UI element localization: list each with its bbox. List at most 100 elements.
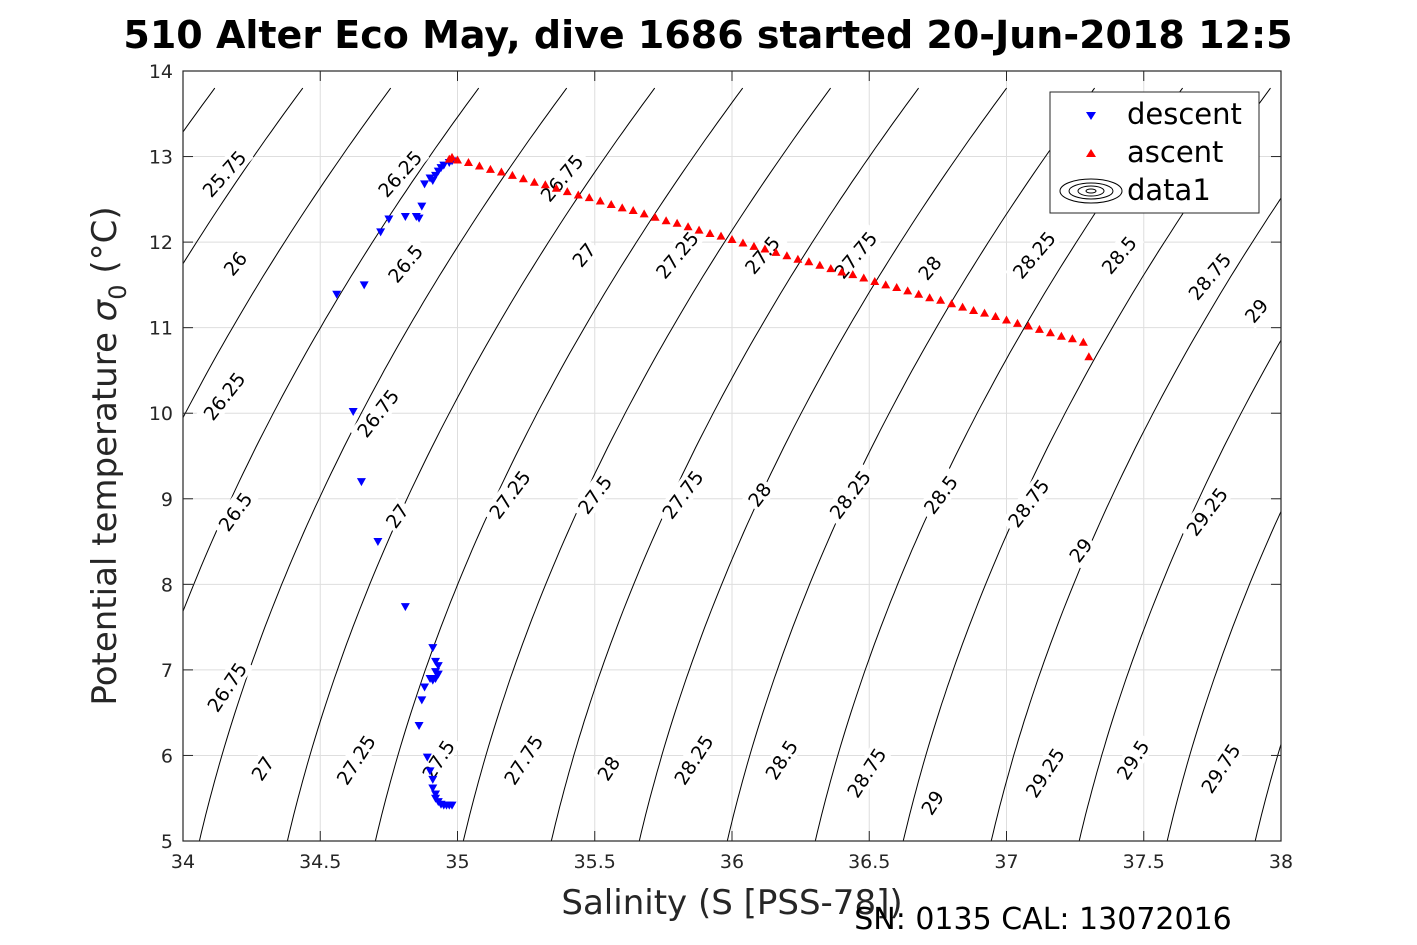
contour-label-bg — [1238, 292, 1275, 329]
isopycnal-line — [183, 87, 392, 419]
x-axis-label: Salinity (S [PSS-78]) — [561, 883, 902, 923]
ascent-point — [738, 238, 748, 247]
isopycnal-line — [1339, 88, 1417, 858]
isopycnal-line — [374, 87, 744, 841]
descent-point — [431, 790, 441, 799]
ascent-point — [914, 289, 924, 298]
descent-point — [422, 753, 432, 762]
ascent-point — [507, 170, 517, 179]
y-tick-label: 11 — [149, 318, 173, 340]
x-tick-label: 35.5 — [574, 851, 616, 873]
data-series — [332, 152, 1094, 810]
contour-label-bg — [532, 146, 591, 210]
legend-ascent-label: ascent — [1127, 135, 1223, 169]
descent-point — [356, 478, 366, 487]
ascent-point — [617, 203, 627, 212]
y-axis-label: Potential temperature σ0 (°C) — [85, 206, 132, 705]
x-tick-label: 34 — [171, 851, 195, 873]
contour-label-bg — [915, 784, 950, 821]
descent-point — [431, 657, 441, 666]
y-tick-label: 13 — [149, 147, 173, 169]
descent-point — [348, 408, 358, 417]
contour-label-bg — [1179, 479, 1235, 544]
contour-label-bg — [217, 245, 253, 282]
descent-point — [420, 180, 430, 189]
ascent-point — [969, 306, 979, 315]
ascent-point — [496, 167, 506, 176]
legend-descent-label: descent — [1127, 97, 1242, 131]
contour-label-bg — [195, 364, 253, 428]
ascent-point — [771, 247, 781, 256]
x-tick-label: 35 — [445, 851, 469, 873]
ascent-point — [1084, 352, 1094, 361]
descent-point — [433, 670, 443, 679]
y-axis-label-symbol: σ — [85, 298, 125, 321]
contour-label-bg — [194, 142, 254, 205]
ascent-point — [991, 312, 1001, 321]
contour-label-bg — [1180, 244, 1239, 308]
legend-box — [1049, 91, 1260, 214]
ascent-point — [947, 299, 957, 308]
ascent-point — [837, 267, 847, 276]
ascent-point — [716, 231, 726, 240]
contour-label-bg — [200, 654, 254, 720]
contour-label-bg — [1093, 227, 1145, 282]
contour-label-bg — [566, 236, 602, 274]
contour-label-bg — [349, 381, 407, 445]
y-tick-label: 12 — [149, 232, 173, 254]
ascent-point — [694, 225, 704, 234]
legend-contour-icon — [1059, 178, 1123, 204]
ascent-point — [793, 254, 803, 263]
contour-label-bg — [245, 750, 280, 787]
ascent-point — [980, 308, 990, 317]
x-tick-label: 34.5 — [299, 851, 341, 873]
legend-descent-marker — [1086, 112, 1096, 120]
ascent-point — [540, 180, 550, 189]
descent-point — [414, 214, 424, 223]
descent-point — [359, 281, 369, 290]
contour-label-bg — [741, 476, 778, 513]
ascent-point — [1078, 337, 1088, 346]
contour-label-bg — [822, 462, 878, 527]
isopycnal-line — [902, 87, 1271, 841]
ascent-point — [628, 205, 638, 214]
contour-label-bg — [329, 727, 383, 793]
contour-label-bg — [758, 731, 805, 788]
contour-label-bg — [916, 467, 966, 522]
contour-label-bg — [1005, 223, 1063, 287]
contour-label-bg — [911, 249, 948, 286]
contour-label-bg — [379, 497, 415, 535]
ascent-point — [826, 264, 836, 273]
descent-point — [400, 212, 410, 221]
y-axis-label-text: Potential temperature — [85, 321, 125, 705]
descent-point — [433, 662, 443, 671]
descent-point — [433, 167, 443, 176]
ascent-point — [453, 155, 462, 164]
ascent-point — [474, 161, 484, 170]
ascent-point — [595, 196, 605, 205]
isopycnal-line — [1166, 510, 1281, 841]
contour-label-bg — [839, 739, 894, 806]
isopycnal-line — [183, 87, 304, 265]
ascent-point — [1023, 321, 1033, 330]
y-tick-label: 14 — [149, 61, 173, 83]
ascent-point — [859, 273, 869, 282]
contour-label-bg — [737, 227, 788, 282]
isopycnal-line — [990, 197, 1281, 841]
ascent-point — [749, 241, 759, 250]
isopycnal-line — [550, 87, 920, 841]
descent-point — [425, 767, 435, 776]
isopycnal-line — [462, 87, 832, 841]
contour-label-bg — [481, 462, 538, 527]
ascent-point — [870, 276, 880, 285]
ascent-point — [1045, 328, 1055, 337]
contour-label-bg — [414, 731, 462, 788]
ascent-point — [881, 280, 891, 289]
descent-point — [373, 538, 383, 547]
ascent-point — [463, 158, 473, 167]
descent-point — [428, 775, 438, 784]
ascent-point — [760, 244, 770, 253]
x-tick-label: 36.5 — [848, 851, 890, 873]
contour-label-bg — [654, 462, 711, 527]
